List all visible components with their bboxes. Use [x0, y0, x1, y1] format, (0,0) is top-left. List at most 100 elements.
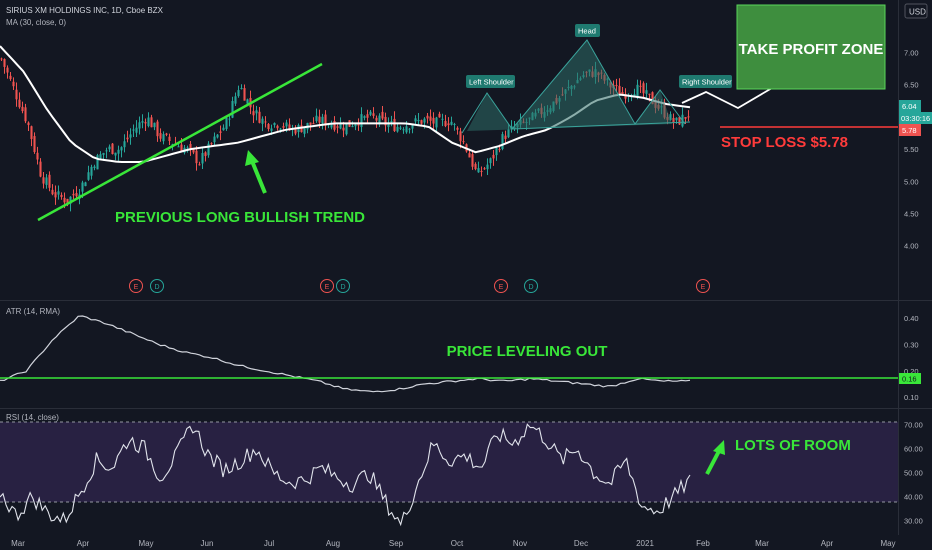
- candle-body: [87, 172, 90, 180]
- x-tick-label: Dec: [574, 539, 588, 548]
- candle-body: [489, 158, 492, 164]
- candle-body: [159, 133, 162, 139]
- x-tick-label: Apr: [77, 539, 90, 548]
- rsi-band: [0, 422, 898, 502]
- candle-body: [276, 125, 279, 129]
- candle-body: [618, 85, 621, 96]
- event-marker-label: E: [701, 284, 706, 291]
- candle-body: [6, 67, 9, 73]
- candle-body: [246, 99, 249, 104]
- price-y-tick: 6.50: [904, 81, 919, 90]
- candle-body: [405, 126, 408, 133]
- candle-body: [432, 117, 435, 124]
- event-marker[interactable]: [336, 279, 350, 293]
- atr-y-tick: 0.30: [904, 340, 919, 349]
- candle-body: [333, 120, 336, 130]
- candle-body: [60, 194, 63, 198]
- candle-body: [234, 96, 237, 104]
- event-marker[interactable]: [494, 279, 508, 293]
- candle-body: [96, 155, 99, 170]
- candle-body: [375, 117, 378, 121]
- candle-body: [93, 166, 96, 169]
- candle-body: [33, 136, 36, 153]
- event-marker[interactable]: [524, 279, 538, 293]
- stop-price-badge: 5.78: [899, 124, 921, 136]
- room-label: LOTS OF ROOM: [735, 437, 851, 454]
- trend-arrow: [245, 150, 267, 194]
- candle-body: [81, 182, 84, 192]
- candle-body: [477, 168, 480, 173]
- candle-body: [66, 198, 69, 204]
- event-marker[interactable]: [129, 279, 143, 293]
- candle-body: [435, 117, 438, 128]
- candle-body: [459, 131, 462, 142]
- atr-panel[interactable]: [0, 315, 691, 393]
- candle-body: [318, 116, 321, 123]
- candle-body: [678, 117, 681, 125]
- candle-body: [69, 196, 72, 204]
- event-marker-label: D: [340, 284, 345, 291]
- candle-body: [114, 152, 117, 156]
- candle-body: [684, 117, 687, 119]
- event-marker-label: D: [154, 284, 159, 291]
- head-shoulders-pattern[interactable]: [461, 39, 691, 134]
- candle-body: [132, 129, 135, 131]
- candle-body: [180, 144, 183, 152]
- time-x-axis[interactable]: Mar Apr May Jun Jul Aug Sep Oct Nov Dec 2021 Feb Mar…: [11, 539, 895, 548]
- atr-last-badge: 0.16: [899, 373, 921, 384]
- candle-body: [39, 161, 42, 177]
- atr-y-axis[interactable]: 0.40 0.30 0.20 0.10: [904, 314, 919, 402]
- candle-body: [105, 150, 108, 152]
- candle-body: [402, 129, 405, 131]
- candle-body: [120, 147, 123, 151]
- atr-line: [0, 315, 691, 393]
- x-tick-label: May: [880, 539, 895, 548]
- candle-body: [267, 123, 270, 129]
- candle-body: [639, 85, 642, 87]
- candle-body: [216, 134, 219, 138]
- candle-body: [99, 154, 102, 159]
- event-marker[interactable]: [150, 279, 164, 293]
- price-y-tick: 7.00: [904, 49, 919, 58]
- candle-body: [279, 128, 282, 130]
- currency-label: USD: [909, 8, 926, 17]
- candle-body: [75, 193, 78, 197]
- candle-body: [669, 114, 672, 121]
- candle-body: [108, 146, 111, 150]
- candle-body: [102, 152, 105, 155]
- candle-body: [426, 115, 429, 119]
- candle-body: [285, 122, 288, 127]
- candle-body: [420, 120, 423, 124]
- candle-body: [144, 122, 147, 124]
- candle-body: [21, 106, 24, 112]
- candle-body: [381, 111, 384, 119]
- take-profit-zone[interactable]: TAKE PROFIT ZONE: [736, 4, 886, 90]
- event-marker[interactable]: [320, 279, 334, 293]
- rsi-y-axis[interactable]: 70.00 60.00 50.00 40.00 30.00: [904, 420, 923, 525]
- candle-body: [468, 153, 471, 158]
- svg-text:Left Shoulder: Left Shoulder: [469, 78, 514, 87]
- candle-body: [186, 147, 189, 149]
- candle-body: [270, 128, 273, 131]
- candle-body: [3, 59, 6, 67]
- candle-body: [384, 116, 387, 126]
- event-marker[interactable]: [696, 279, 710, 293]
- x-tick-label: Feb: [696, 539, 710, 548]
- event-marker-label: D: [528, 284, 533, 291]
- candle-body: [315, 115, 318, 122]
- currency-button[interactable]: USD: [904, 3, 928, 19]
- candle-body: [210, 143, 213, 145]
- candle-body: [444, 121, 447, 127]
- countdown-badge: 03:30:16: [899, 112, 932, 124]
- x-tick-label: Jun: [201, 539, 214, 548]
- candle-body: [231, 100, 234, 118]
- rsi-panel[interactable]: [0, 421, 898, 527]
- candle-body: [12, 81, 15, 87]
- candle-body: [24, 107, 27, 122]
- candle-body: [135, 127, 138, 133]
- candle-body: [642, 83, 645, 94]
- candle-body: [258, 111, 261, 123]
- candle-body: [147, 117, 150, 127]
